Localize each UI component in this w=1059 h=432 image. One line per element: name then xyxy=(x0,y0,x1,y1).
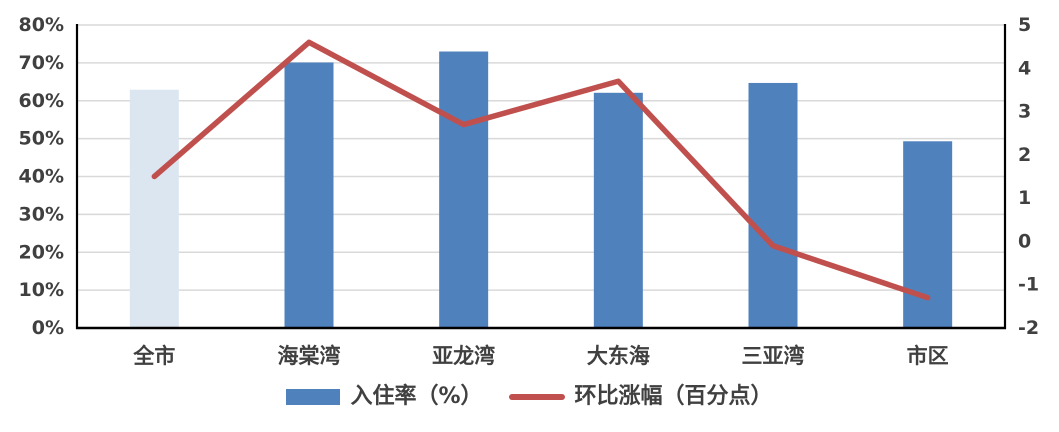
right-axis-tick-label: 4 xyxy=(1018,57,1031,79)
right-axis-tick-label: 3 xyxy=(1018,101,1031,123)
x-axis-label: 全市 xyxy=(132,344,175,368)
line-series-label: 环比涨幅（百分点） xyxy=(574,384,773,409)
bar-三亚湾 xyxy=(748,82,798,328)
bar-亚龙湾 xyxy=(439,51,489,328)
right-axis-tick-label: 1 xyxy=(1018,187,1031,209)
x-axis-label: 市区 xyxy=(907,344,949,368)
left-axis-tick-label: 40% xyxy=(19,166,64,188)
legend-item-occupancy[interactable]: 入住率（%） xyxy=(286,384,483,409)
x-axis-label: 三亚湾 xyxy=(742,344,805,368)
bar-series-label: 入住率（%） xyxy=(350,384,483,409)
line-series-swatch xyxy=(508,394,565,400)
left-axis-tick-label: 80% xyxy=(19,14,64,36)
left-axis-tick-label: 10% xyxy=(19,279,64,301)
bar-全市 xyxy=(129,89,179,328)
x-axis-label: 大东海 xyxy=(587,344,650,368)
left-axis-tick-label: 60% xyxy=(19,90,64,112)
legend: 入住率（%） 环比涨幅（百分点） xyxy=(0,382,1059,412)
left-axis-tick-label: 50% xyxy=(19,128,64,150)
left-axis-tick-label: 20% xyxy=(19,241,64,263)
legend-item-mom-change[interactable]: 环比涨幅（百分点） xyxy=(508,384,773,409)
right-axis-tick-label: -1 xyxy=(1018,274,1039,296)
right-axis-tick-label: 0 xyxy=(1018,230,1031,252)
right-axis-tick-label: 2 xyxy=(1018,144,1031,166)
left-axis-tick-label: 30% xyxy=(19,203,64,225)
bar-海棠湾 xyxy=(284,62,334,329)
right-axis-tick-label: -2 xyxy=(1018,317,1039,339)
left-axis-tick-label: 0% xyxy=(32,317,64,339)
x-axis-label: 亚龙湾 xyxy=(432,344,495,368)
right-axis-tick-label: 5 xyxy=(1018,14,1031,36)
line-series xyxy=(151,39,931,301)
bar-大东海 xyxy=(593,92,643,328)
bar-series-swatch xyxy=(286,389,341,405)
x-axis-label: 海棠湾 xyxy=(278,344,341,368)
left-axis-tick-label: 70% xyxy=(19,52,64,74)
